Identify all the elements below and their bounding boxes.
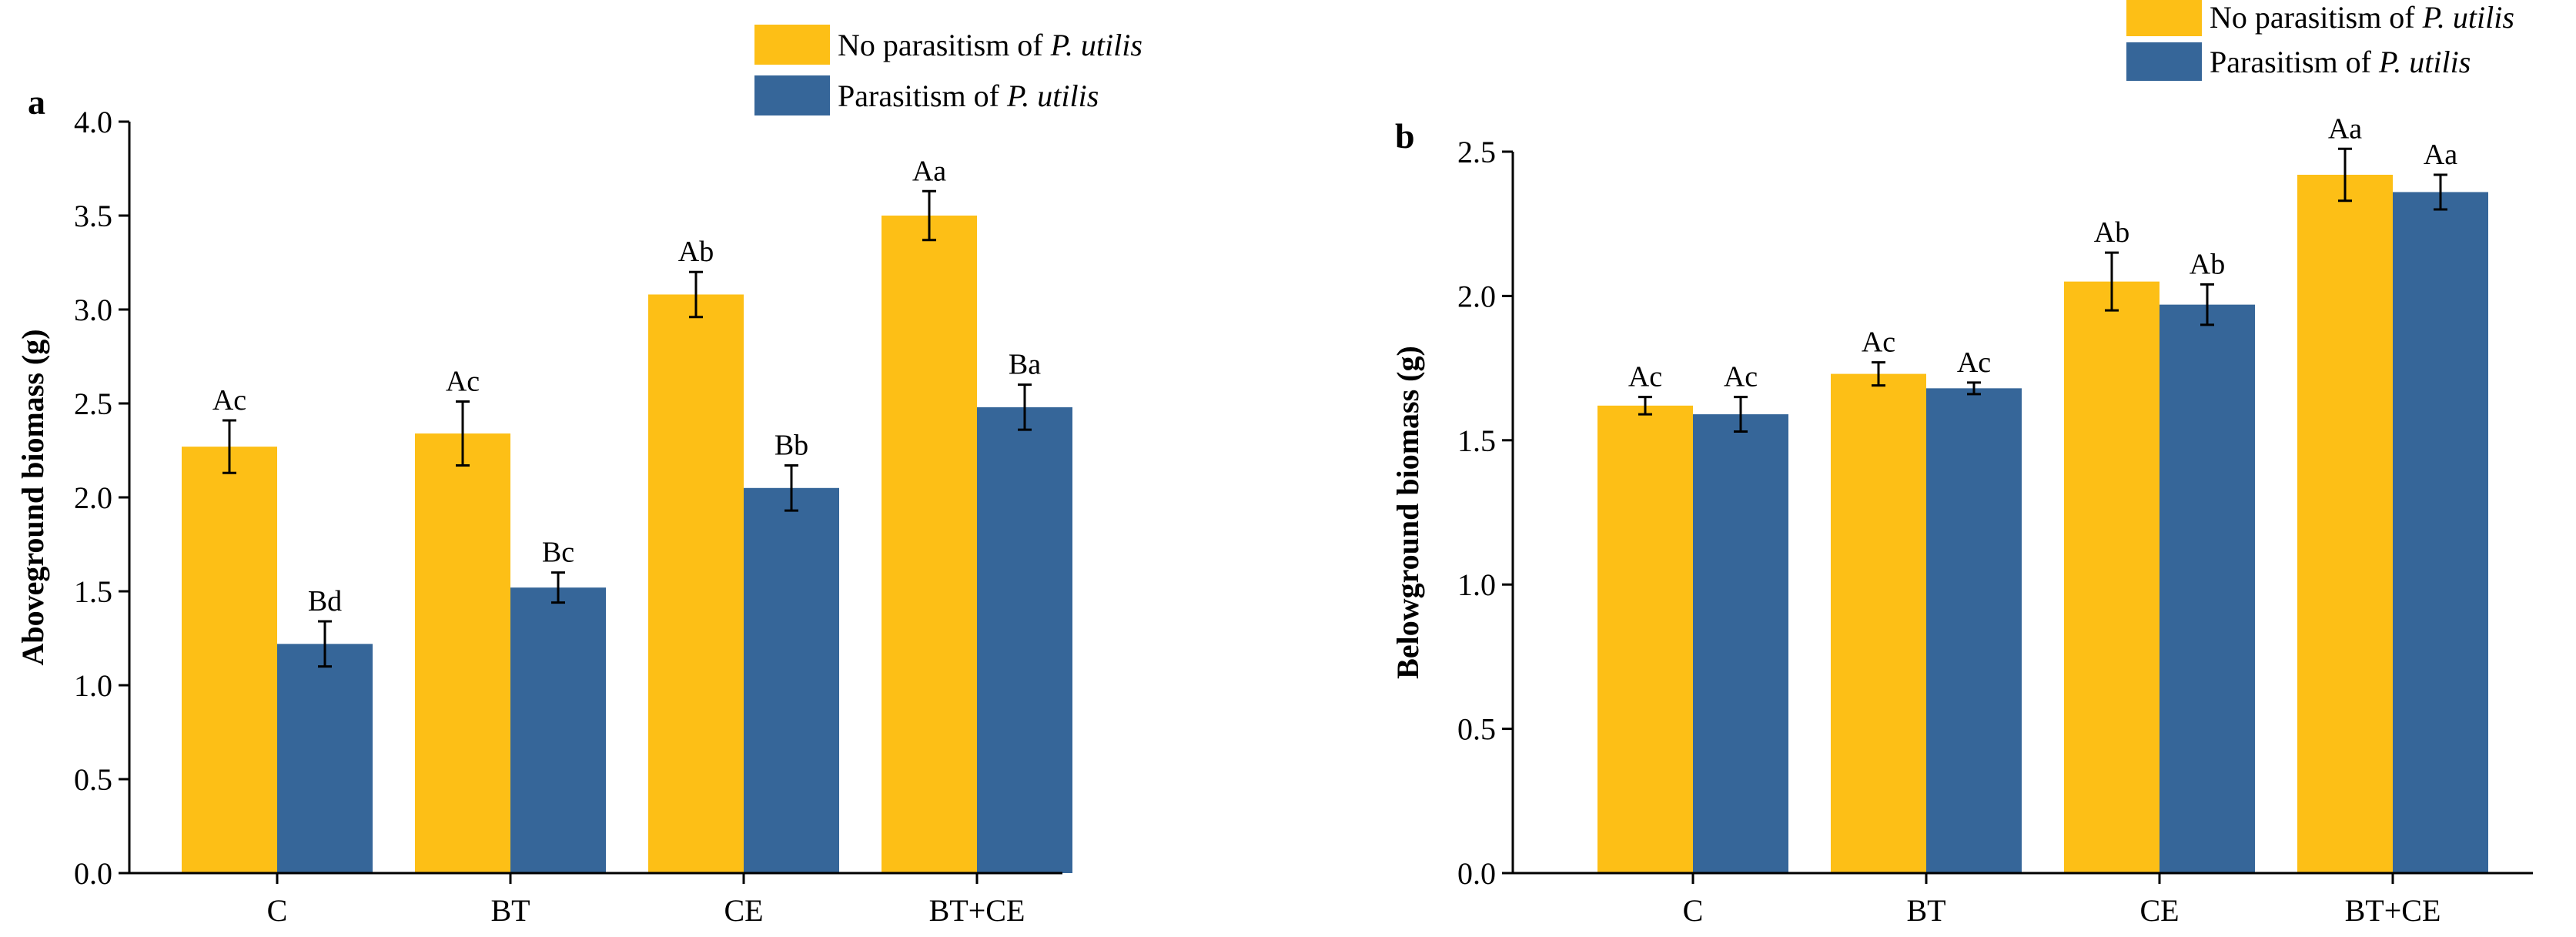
significance-label: Ab xyxy=(678,236,714,268)
x-tick-label: CE xyxy=(724,893,763,928)
y-tick-label: 1.5 xyxy=(74,574,112,609)
bar xyxy=(1597,405,1693,873)
x-tick-label: BT xyxy=(1906,893,1945,928)
significance-label: Ab xyxy=(2190,248,2225,280)
x-tick-label: C xyxy=(267,893,288,928)
y-tick-label: 0.5 xyxy=(1457,712,1496,747)
bar xyxy=(744,487,839,873)
x-tick-label: BT+CE xyxy=(2345,893,2441,928)
y-tick-label: 2.5 xyxy=(1457,135,1496,169)
y-tick-label: 3.0 xyxy=(74,293,112,327)
bar xyxy=(648,294,744,874)
y-tick-label: 0.5 xyxy=(74,762,112,797)
y-tick-label: 1.5 xyxy=(1457,423,1496,458)
significance-label: Bd xyxy=(308,585,342,617)
y-tick-label: 1.0 xyxy=(74,668,112,703)
significance-label: Ac xyxy=(212,384,246,417)
y-tick-label: 2.0 xyxy=(74,480,112,515)
y-axis-label: Aboveground biomass (g) xyxy=(15,329,50,665)
bar xyxy=(415,433,510,873)
significance-label: Bb xyxy=(774,430,808,462)
legend-entry: Parasitism of P. utilis xyxy=(2210,45,2471,79)
legend-entry: Parasitism of P. utilis xyxy=(838,79,1099,113)
y-tick-label: 0.0 xyxy=(1457,856,1496,891)
legend-swatch xyxy=(754,75,830,115)
legend-swatch xyxy=(2126,42,2202,81)
significance-label: Aa xyxy=(2424,139,2457,171)
y-axis-label: Belowground biomass (g) xyxy=(1390,346,1425,679)
significance-label: Ba xyxy=(1009,349,1041,381)
significance-label: Ac xyxy=(1724,361,1758,393)
panel-a-chart: a Aboveground biomass (g) 0.0 0.5 1.0 1.5 2.0 2… xyxy=(15,25,1142,928)
significance-label: Ac xyxy=(1862,326,1895,359)
significance-label: Ac xyxy=(1628,361,1662,393)
significance-label: Ac xyxy=(446,366,480,398)
legend-swatch xyxy=(754,25,830,65)
x-tick-label: C xyxy=(1683,893,1704,928)
legend-entry: No parasitism of P. utilis xyxy=(2210,0,2514,35)
bar xyxy=(1926,388,2022,873)
significance-label: Ab xyxy=(2094,216,2129,249)
x-tick-label: CE xyxy=(2139,893,2179,928)
x-tick-label: BT+CE xyxy=(929,893,1025,928)
x-tick-label: BT xyxy=(490,893,530,928)
y-tick-label: 2.0 xyxy=(1457,279,1496,313)
bar xyxy=(1693,414,1788,873)
y-tick-label: 2.5 xyxy=(74,387,112,421)
bar xyxy=(277,644,373,873)
bar xyxy=(2064,281,2159,873)
legend-entry: No parasitism of P. utilis xyxy=(838,28,1142,62)
significance-label: Aa xyxy=(912,155,946,187)
y-tick-label: 1.0 xyxy=(1457,567,1496,602)
significance-label: Ac xyxy=(1957,346,1991,379)
legend-swatch xyxy=(2126,0,2202,36)
y-tick-label: 3.5 xyxy=(74,199,112,233)
bar xyxy=(977,407,1072,873)
bar xyxy=(2393,192,2488,874)
bar xyxy=(2159,304,2255,873)
bar xyxy=(1831,373,1926,873)
bar xyxy=(182,447,277,873)
panel-letter: a xyxy=(28,82,45,122)
bar xyxy=(2297,174,2393,873)
y-tick-label: 0.0 xyxy=(74,856,112,891)
panel-letter: b xyxy=(1395,116,1415,156)
significance-label: Aa xyxy=(2328,112,2362,145)
bar xyxy=(882,216,977,873)
significance-label: Bc xyxy=(542,537,574,569)
y-tick-label: 4.0 xyxy=(74,105,112,139)
panel-b-chart: b Belowground biomass (g) 0.0 0.5 1.0 1.5 2.0 2… xyxy=(1390,0,2533,928)
bar xyxy=(510,587,606,873)
